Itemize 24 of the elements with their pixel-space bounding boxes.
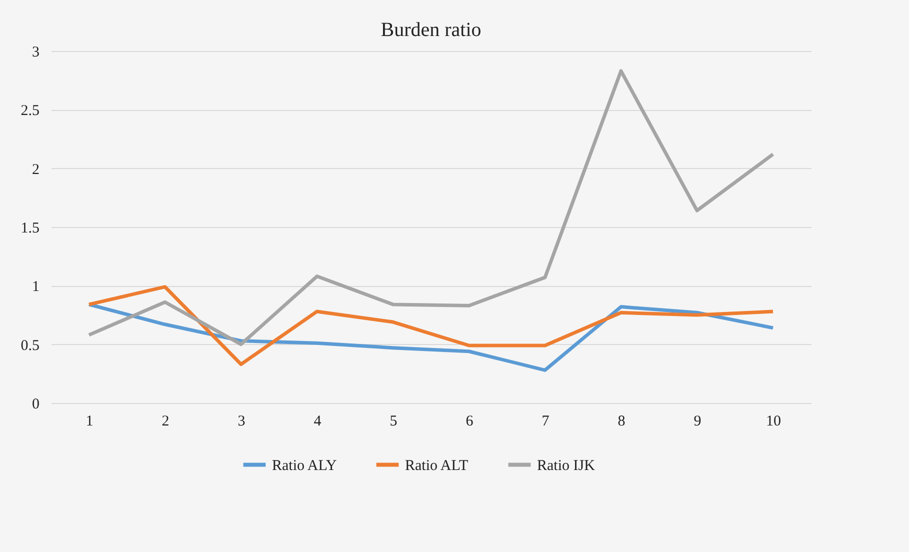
- x-tick-label: 10: [766, 414, 781, 430]
- y-tick-label: 0.5: [20, 338, 40, 354]
- x-tick-label: 7: [542, 414, 550, 430]
- chart-title: Burden ratio: [380, 19, 482, 41]
- x-tick-label: 6: [466, 414, 474, 430]
- legend-label: Ratio ALY: [272, 458, 337, 474]
- x-tick-label: 4: [314, 414, 322, 430]
- x-tick-label: 3: [238, 414, 246, 430]
- x-tick-label: 5: [390, 414, 398, 430]
- y-tick-label: 0: [32, 396, 40, 412]
- y-tick-label: 1.5: [20, 220, 40, 236]
- y-tick-label: 2.5: [20, 103, 40, 120]
- x-tick-label: 1: [86, 414, 94, 430]
- y-tick-label: 3: [32, 44, 40, 60]
- line-series: [87, 302, 775, 372]
- x-tick-label: 8: [618, 414, 626, 430]
- legend-label: Ratio IJK: [537, 458, 596, 474]
- x-tick-label: 9: [694, 414, 702, 430]
- y-tick-label: 1: [32, 279, 40, 296]
- line-series: [87, 285, 775, 366]
- line-series: [87, 69, 775, 346]
- legend-label: Ratio ALT: [405, 458, 468, 474]
- x-tick-label: 2: [162, 414, 170, 430]
- y-tick-label: 2: [32, 162, 40, 178]
